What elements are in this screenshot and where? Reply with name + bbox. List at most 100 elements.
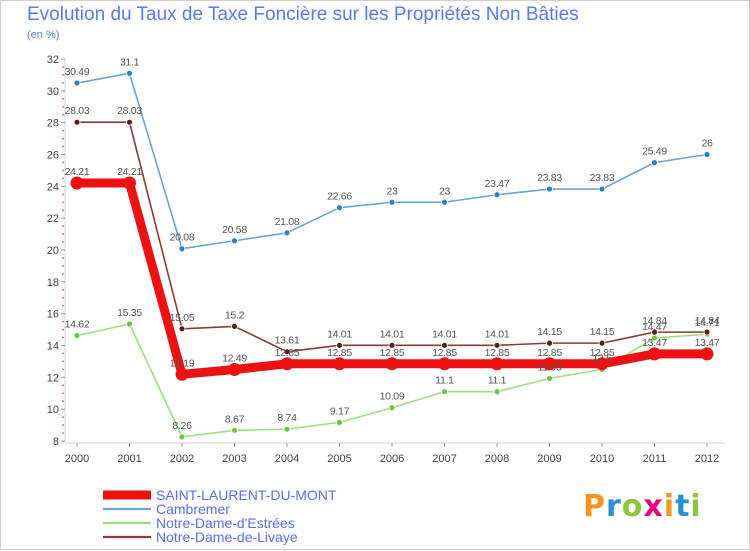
data-point: [546, 375, 553, 382]
y-minor-tick: [62, 177, 64, 180]
y-minor-tick: [62, 169, 64, 172]
data-point: [703, 328, 711, 336]
data-label: 15.35: [117, 307, 142, 319]
data-point: [126, 320, 133, 328]
x-tick-label: 2006: [380, 453, 404, 465]
x-tick-label: 2005: [327, 453, 351, 465]
data-point: [126, 118, 133, 126]
data-point: [651, 328, 658, 336]
data-label: 12.5: [592, 352, 612, 364]
y-minor-tick: [62, 201, 64, 204]
logo-letter: o: [621, 489, 644, 524]
data-label: 13.47: [695, 337, 720, 349]
plot-area: [65, 59, 725, 443]
y-tick-label: 26: [47, 150, 59, 162]
data-label: 12.85: [432, 347, 457, 359]
y-minor-tick: [62, 424, 64, 426]
data-point: [336, 418, 343, 426]
data-point: [493, 341, 501, 349]
y-minor-tick: [62, 193, 64, 196]
x-tick-label: 2001: [117, 453, 141, 465]
y-tick-label: 8: [53, 436, 59, 448]
data-point: [283, 229, 291, 237]
data-label: 11.93: [538, 361, 562, 373]
data-label: 14.01: [485, 328, 510, 340]
data-label: 12.85: [327, 347, 352, 359]
x-tick-label: 2010: [590, 453, 614, 465]
data-point: [283, 425, 291, 433]
data-label: 12.85: [275, 347, 300, 359]
y-minor-tick: [62, 368, 64, 371]
y-minor-tick: [62, 145, 64, 148]
data-label: 28.03: [117, 105, 142, 117]
data-label: 11.1: [488, 375, 507, 387]
data-point: [333, 357, 346, 371]
data-label: 14.01: [327, 328, 352, 340]
data-label: 21.08: [275, 216, 300, 228]
y-minor-tick: [62, 296, 64, 299]
data-label: 14.01: [380, 328, 405, 340]
logo-letter: i: [663, 489, 676, 524]
y-minor-tick: [62, 320, 64, 323]
data-label: 14.47: [642, 321, 667, 333]
y-minor-tick: [62, 257, 64, 259]
data-label: 13.47: [642, 337, 667, 349]
data-label: 24.21: [117, 166, 142, 178]
x-tick-label: 2002: [170, 453, 194, 465]
data-point: [648, 347, 661, 361]
legend-label: Cambremer: [156, 501, 230, 517]
y-minor-tick: [62, 265, 64, 267]
y-minor-tick: [62, 416, 64, 419]
y-tick-label: 20: [47, 245, 59, 257]
data-label: 12.85: [485, 347, 510, 359]
data-label: 14.84: [695, 315, 720, 327]
y-tick-label: 24: [47, 181, 59, 193]
data-label: 14.15: [537, 326, 562, 338]
y-tick-label: 30: [47, 86, 59, 98]
data-label: 23.47: [485, 178, 510, 190]
data-label: 23: [386, 185, 398, 197]
y-minor-tick: [62, 432, 64, 434]
data-label: 9.17: [330, 405, 350, 417]
x-tick-label: 2000: [65, 453, 89, 465]
data-label: 11.1: [435, 375, 454, 387]
logo-letter: i: [690, 489, 702, 524]
data-label: 8.26: [172, 420, 192, 432]
y-tick-label: 18: [47, 277, 59, 289]
y-tick-label: 28: [47, 118, 59, 130]
data-point: [175, 367, 189, 381]
data-label: 26: [701, 138, 713, 150]
y-minor-tick: [62, 336, 64, 339]
data-label: 23.83: [537, 172, 562, 184]
y-tick-label: 12: [47, 372, 59, 384]
logo-letter: x: [643, 489, 664, 524]
y-minor-tick: [62, 241, 64, 243]
legend-label: Notre-Dame-de-Livaye: [156, 529, 298, 545]
data-point: [543, 357, 556, 371]
x-tick-label: 2009: [537, 453, 561, 465]
data-label: 15.2: [225, 309, 245, 321]
data-label: 23.83: [590, 172, 615, 184]
data-point: [336, 341, 343, 349]
y-minor-tick: [62, 209, 64, 212]
x-tick-label: 2007: [432, 453, 456, 465]
data-point: [651, 159, 658, 167]
y-minor-tick: [62, 360, 64, 363]
data-label: 25.49: [642, 146, 667, 158]
data-label: 22.66: [327, 191, 352, 203]
y-minor-tick: [62, 400, 64, 403]
data-label: 24.21: [65, 166, 90, 178]
data-label: 14.71: [695, 317, 720, 329]
data-point: [283, 348, 291, 356]
data-point: [441, 198, 448, 206]
data-point: [598, 339, 606, 347]
y-tick-label: 22: [47, 213, 59, 225]
data-point: [546, 339, 553, 347]
y-minor-tick: [62, 288, 64, 291]
x-tick-label: 2008: [485, 453, 509, 465]
y-minor-tick: [62, 233, 64, 235]
y-minor-tick: [62, 81, 64, 84]
data-label: 12.49: [222, 353, 247, 365]
data-label: 14.15: [590, 326, 615, 338]
